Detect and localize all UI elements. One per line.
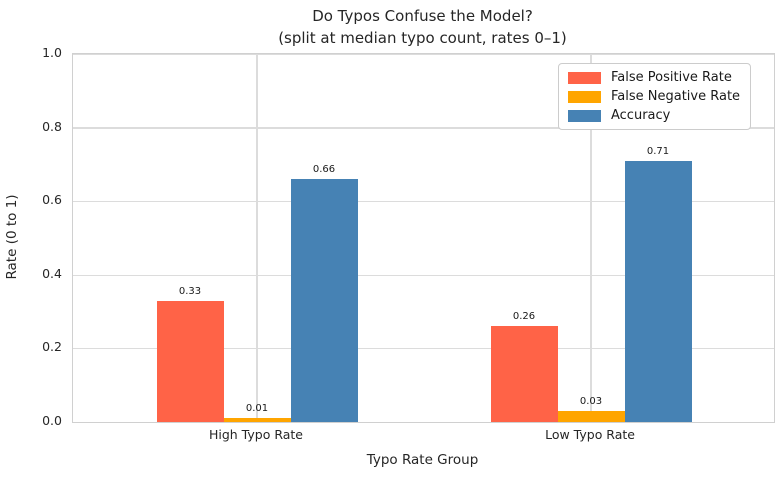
legend-swatch-icon	[568, 90, 601, 103]
chart-title-block: Do Typos Confuse the Model? (split at me…	[72, 5, 773, 49]
legend-label: False Negative Rate	[611, 89, 741, 104]
bar-value-label: 0.03	[579, 395, 603, 407]
bar-false-positive-rate-high-typo-rate	[156, 300, 224, 422]
y-tick-label: 0.8	[42, 118, 62, 134]
y-tick-label: 0.6	[42, 192, 62, 208]
chart-title: Do Typos Confuse the Model?	[312, 7, 533, 25]
legend-item: Accuracy	[568, 108, 740, 123]
bar-value-label: 0.71	[646, 145, 670, 157]
y-tick-label: 0.0	[42, 413, 62, 428]
y-tick-label: 0.4	[42, 265, 62, 281]
bar-accuracy-low-typo-rate	[624, 160, 692, 422]
x-tick-label-low-typo-rate: Low Typo Rate	[545, 427, 635, 442]
bar-false-negative-rate-low-typo-rate	[557, 410, 625, 422]
legend-item: False Positive Rate	[568, 70, 740, 85]
bar-value-label: 0.66	[312, 164, 336, 176]
gridline-horizontal	[73, 53, 774, 55]
legend-swatch-icon	[568, 109, 601, 122]
gridline-vertical	[256, 54, 258, 422]
legend-swatch-icon	[568, 71, 601, 84]
y-tick-label: 0.2	[42, 339, 62, 355]
gridline-horizontal	[73, 201, 774, 203]
gridline-vertical	[590, 54, 592, 422]
x-axis-label: Typo Rate Group	[366, 452, 479, 468]
bar-false-negative-rate-high-typo-rate	[223, 418, 291, 422]
bar-value-label: 0.01	[245, 403, 269, 415]
bar-value-label: 0.33	[178, 285, 202, 297]
legend-label: False Positive Rate	[611, 70, 732, 85]
gridline-horizontal	[73, 274, 774, 276]
legend: False Positive Rate False Negative Rate Ac…	[558, 63, 752, 130]
legend-label: Accuracy	[611, 108, 671, 123]
gridline-horizontal	[73, 127, 774, 129]
x-tick-label-high-typo-rate: High Typo Rate	[208, 427, 303, 442]
bar-accuracy-high-typo-rate	[290, 179, 358, 422]
gridline-horizontal	[73, 348, 774, 350]
bar-value-label: 0.26	[512, 311, 536, 323]
y-tick-label: 1.0	[42, 45, 62, 60]
bar-false-positive-rate-low-typo-rate	[490, 326, 558, 422]
legend-item: False Negative Rate	[568, 89, 740, 104]
chart-subtitle: (split at median typo count, rates 0–1)	[278, 29, 567, 47]
